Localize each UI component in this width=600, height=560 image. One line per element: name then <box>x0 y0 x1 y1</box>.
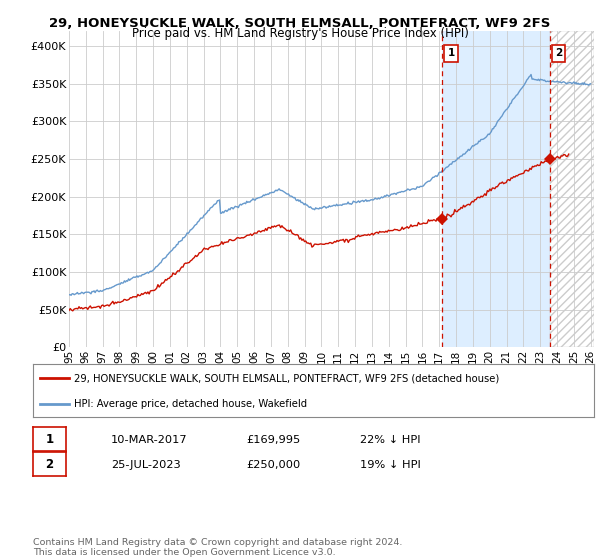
Text: 10-MAR-2017: 10-MAR-2017 <box>111 435 188 445</box>
Text: Price paid vs. HM Land Registry's House Price Index (HPI): Price paid vs. HM Land Registry's House … <box>131 27 469 40</box>
Text: 19% ↓ HPI: 19% ↓ HPI <box>360 460 421 470</box>
Text: 25-JUL-2023: 25-JUL-2023 <box>111 460 181 470</box>
Text: £169,995: £169,995 <box>246 435 300 445</box>
Text: Contains HM Land Registry data © Crown copyright and database right 2024.
This d: Contains HM Land Registry data © Crown c… <box>33 538 403 557</box>
Text: 2: 2 <box>46 458 53 471</box>
Text: 29, HONEYSUCKLE WALK, SOUTH ELMSALL, PONTEFRACT, WF9 2FS: 29, HONEYSUCKLE WALK, SOUTH ELMSALL, PON… <box>49 17 551 30</box>
Text: 1: 1 <box>46 432 53 446</box>
Text: 2: 2 <box>554 48 562 58</box>
Text: 1: 1 <box>448 48 455 58</box>
Bar <box>442 31 550 347</box>
Bar <box>550 31 594 347</box>
Text: 29, HONEYSUCKLE WALK, SOUTH ELMSALL, PONTEFRACT, WF9 2FS (detached house): 29, HONEYSUCKLE WALK, SOUTH ELMSALL, PON… <box>74 374 499 384</box>
Text: 22% ↓ HPI: 22% ↓ HPI <box>360 435 421 445</box>
Text: HPI: Average price, detached house, Wakefield: HPI: Average price, detached house, Wake… <box>74 399 307 409</box>
Text: £250,000: £250,000 <box>246 460 300 470</box>
